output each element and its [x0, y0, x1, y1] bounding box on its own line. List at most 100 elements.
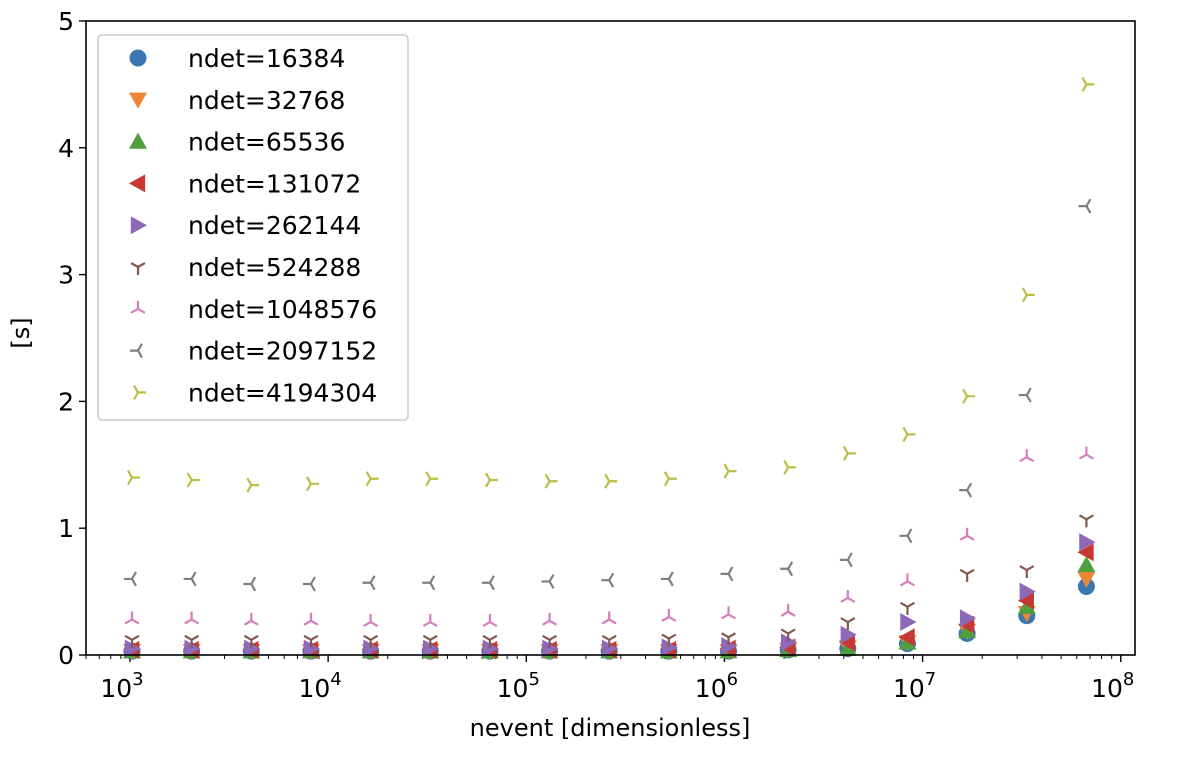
y-tick-label: 1 — [58, 514, 74, 543]
x-axis-label: nevent [dimensionless] — [470, 714, 751, 742]
data-point — [124, 634, 140, 648]
y-tick-label: 5 — [58, 7, 74, 36]
data-point — [840, 625, 857, 644]
data-point — [721, 606, 736, 620]
data-point — [838, 639, 857, 656]
data-point — [780, 628, 796, 642]
x-tick-exponent: 4 — [330, 669, 341, 690]
data-point — [1018, 387, 1032, 403]
data-point — [959, 568, 975, 582]
data-point — [780, 603, 796, 617]
x-tick-exponent: 3 — [132, 669, 143, 690]
data-point — [1081, 76, 1095, 92]
data-point — [423, 639, 440, 658]
x-tick-label: 107 — [893, 669, 936, 703]
data-point — [1078, 198, 1092, 214]
data-point — [127, 470, 141, 485]
data-point — [243, 612, 259, 626]
x-tick-base: 10 — [100, 674, 132, 703]
data-point — [542, 634, 558, 648]
data-point — [1078, 446, 1094, 460]
data-point — [482, 614, 498, 627]
data-point — [482, 634, 498, 648]
data-point — [723, 463, 737, 479]
legend-marker — [130, 343, 143, 359]
series-ndet=2097152 — [124, 198, 1092, 592]
data-point — [780, 633, 798, 652]
x-tick-exponent: 5 — [528, 669, 539, 690]
data-point — [365, 471, 379, 487]
data-point — [1077, 571, 1096, 588]
data-point — [1019, 565, 1035, 579]
data-point — [601, 634, 617, 648]
data-point — [839, 552, 853, 568]
data-point — [780, 561, 794, 577]
legend-marker — [130, 300, 146, 314]
data-point — [542, 639, 559, 658]
x-tick-label: 108 — [1091, 669, 1134, 703]
data-point — [1019, 449, 1035, 463]
data-point — [184, 611, 200, 625]
series-ndet=1048576 — [124, 446, 1094, 627]
data-point — [422, 575, 436, 591]
data-point — [721, 637, 738, 656]
data-point — [1077, 543, 1094, 562]
data-point — [484, 472, 498, 488]
data-point — [363, 614, 379, 627]
data-point — [243, 576, 257, 592]
y-tick-label: 0 — [58, 641, 74, 670]
x-tick-base: 10 — [1091, 674, 1123, 703]
data-point — [124, 571, 137, 587]
data-point — [1021, 287, 1035, 303]
legend-label: ndet=262144 — [188, 211, 361, 240]
legend-marker — [130, 216, 147, 235]
data-point — [302, 576, 316, 592]
data-point — [783, 459, 797, 475]
data-point — [363, 639, 380, 658]
series-ndet=262144 — [124, 533, 1096, 658]
data-point — [661, 638, 678, 657]
data-point — [183, 571, 197, 587]
data-point — [604, 473, 618, 489]
data-point — [842, 445, 856, 461]
legend-marker — [129, 174, 146, 193]
legend-label: ndet=4194304 — [188, 378, 377, 407]
data-point — [422, 634, 438, 648]
data-point — [902, 426, 916, 442]
data-point — [899, 601, 915, 615]
data-point — [962, 388, 976, 404]
legend: ndet=16384 ndet=32768 ndet=65536 ndet=13107… — [97, 34, 409, 421]
legend-marker — [129, 49, 147, 67]
x-tick-base: 10 — [695, 674, 727, 703]
data-point — [481, 575, 495, 591]
y-tick-label: 2 — [58, 387, 74, 416]
data-point — [840, 617, 856, 631]
legend-box — [97, 34, 409, 421]
data-point — [544, 473, 558, 489]
data-point — [899, 528, 913, 544]
data-point — [1078, 514, 1094, 528]
data-point — [184, 634, 200, 648]
x-tick-exponent: 7 — [925, 669, 936, 690]
data-point — [303, 612, 319, 626]
plot-frame — [85, 20, 1136, 656]
legend-marker — [133, 384, 146, 400]
x-tick-base: 10 — [893, 674, 925, 703]
data-point — [184, 639, 201, 658]
legend-label: ndet=131072 — [188, 169, 361, 198]
data-point — [661, 608, 677, 622]
y-tick-label: 3 — [58, 261, 74, 290]
data-point — [663, 471, 677, 487]
data-point — [959, 482, 973, 498]
legend-label: ndet=65536 — [188, 128, 345, 157]
data-point — [124, 639, 142, 658]
data-point — [246, 477, 260, 493]
x-tick-base: 10 — [298, 674, 330, 703]
y-axis-label: [s] — [7, 317, 35, 348]
data-point — [541, 573, 555, 589]
x-tick-base: 10 — [497, 674, 529, 703]
legend-label: ndet=16384 — [188, 44, 345, 73]
data-point — [1079, 533, 1096, 552]
